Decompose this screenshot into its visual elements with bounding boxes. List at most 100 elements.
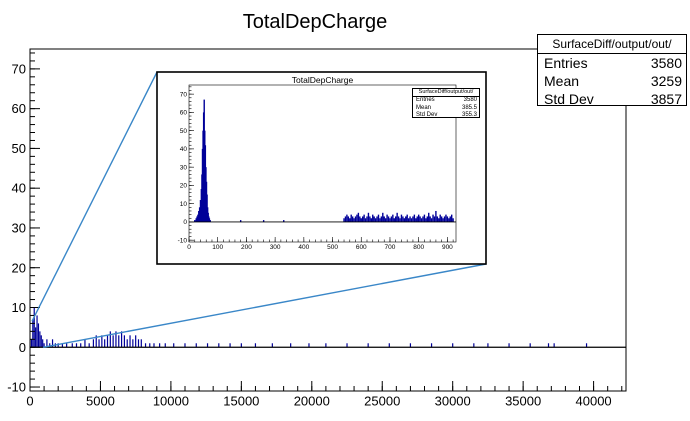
- bar: [413, 214, 416, 222]
- bar: [75, 343, 78, 348]
- x-tick-label: 100: [212, 244, 223, 251]
- bar: [344, 216, 347, 222]
- bar: [402, 216, 404, 222]
- bar: [393, 218, 395, 222]
- bar: [423, 214, 426, 222]
- bar: [367, 212, 370, 222]
- bar: [372, 214, 374, 222]
- bar: [199, 200, 202, 222]
- bar: [429, 216, 431, 222]
- stats-row-entries: Entries 3580: [413, 97, 479, 105]
- bar: [407, 218, 410, 222]
- y-tick-label: 50: [12, 141, 26, 156]
- bar: [409, 343, 412, 348]
- bar: [410, 218, 413, 222]
- bar: [428, 212, 430, 222]
- x-tick-label: 15000: [223, 393, 259, 408]
- bar: [359, 216, 361, 222]
- bar: [395, 216, 397, 222]
- bar: [360, 218, 362, 222]
- bar: [115, 331, 117, 348]
- bar: [271, 343, 273, 348]
- bar: [46, 339, 48, 348]
- bar: [440, 216, 443, 222]
- bar: [194, 220, 196, 222]
- bar: [35, 327, 37, 348]
- bar: [346, 214, 348, 222]
- bar: [450, 214, 453, 222]
- bar: [389, 218, 391, 222]
- bar: [397, 216, 400, 222]
- bar: [240, 343, 242, 348]
- stats-label: Mean: [544, 73, 580, 89]
- y-tick-label: 0: [183, 219, 187, 226]
- bar: [137, 339, 140, 348]
- bar: [417, 214, 420, 222]
- stats-value: 3259: [650, 73, 682, 89]
- bar: [195, 343, 197, 348]
- inset-title: TotalDepCharge: [292, 75, 354, 85]
- bar: [30, 339, 33, 348]
- bar: [198, 210, 200, 222]
- bar: [33, 307, 35, 348]
- bar: [382, 212, 384, 222]
- stats-value: 355.3: [461, 112, 477, 118]
- bar: [377, 214, 380, 222]
- x-tick-label: 0: [187, 244, 191, 251]
- y-tick-label: 40: [12, 181, 26, 196]
- bar: [104, 339, 106, 348]
- bar: [198, 207, 201, 222]
- bar: [438, 218, 440, 222]
- bar: [448, 218, 450, 222]
- bar: [442, 218, 444, 222]
- bar: [159, 343, 161, 348]
- zoom-line: [31, 71, 158, 322]
- bar: [71, 343, 73, 348]
- bar: [173, 343, 175, 348]
- y-tick-label: 10: [180, 201, 188, 208]
- stats-label: Entries: [544, 55, 588, 71]
- bar: [92, 339, 95, 348]
- bar: [39, 331, 41, 348]
- bar: [84, 339, 86, 348]
- x-tick-label: 200: [241, 244, 252, 251]
- bar: [487, 343, 489, 348]
- bar: [140, 339, 142, 348]
- bar: [379, 218, 381, 222]
- bar: [106, 335, 109, 348]
- bar: [347, 216, 350, 222]
- stats-value: 3580: [463, 97, 477, 103]
- bar: [449, 216, 451, 222]
- bar: [432, 214, 434, 222]
- stats-label: Std Dev: [544, 91, 594, 107]
- bar: [390, 216, 393, 222]
- bar: [144, 343, 147, 348]
- bar: [396, 212, 398, 222]
- main-stats-box: SurfaceDiff/output/out/ Entries 3580 Mea…: [537, 34, 687, 107]
- stats-name: SurfaceDiff/output/out/: [413, 89, 479, 97]
- x-tick-label: 35000: [505, 393, 541, 408]
- bar: [343, 218, 345, 222]
- stats-value: 3857: [650, 91, 682, 107]
- bar: [325, 343, 327, 348]
- bar: [135, 335, 137, 348]
- bar: [57, 343, 59, 348]
- x-tick-label: 25000: [364, 393, 400, 408]
- bar: [229, 343, 231, 348]
- bar: [439, 214, 441, 222]
- y-tick-label: 10: [12, 300, 26, 315]
- bar: [66, 343, 68, 348]
- bar: [206, 343, 209, 348]
- stats-row-mean: Mean 385.5: [413, 105, 479, 113]
- bar: [392, 214, 394, 222]
- x-tick-label: 500: [327, 244, 338, 251]
- y-tick-label: -10: [178, 237, 188, 244]
- bar: [37, 323, 40, 348]
- x-tick-label: 600: [356, 244, 367, 251]
- inset-stats-box: SurfaceDiff/output/out/ Entries 3580 Mea…: [412, 88, 480, 118]
- x-tick-label: 300: [270, 244, 281, 251]
- y-tick-label: 30: [12, 221, 26, 236]
- bar: [349, 218, 351, 222]
- x-tick-label: 800: [413, 244, 424, 251]
